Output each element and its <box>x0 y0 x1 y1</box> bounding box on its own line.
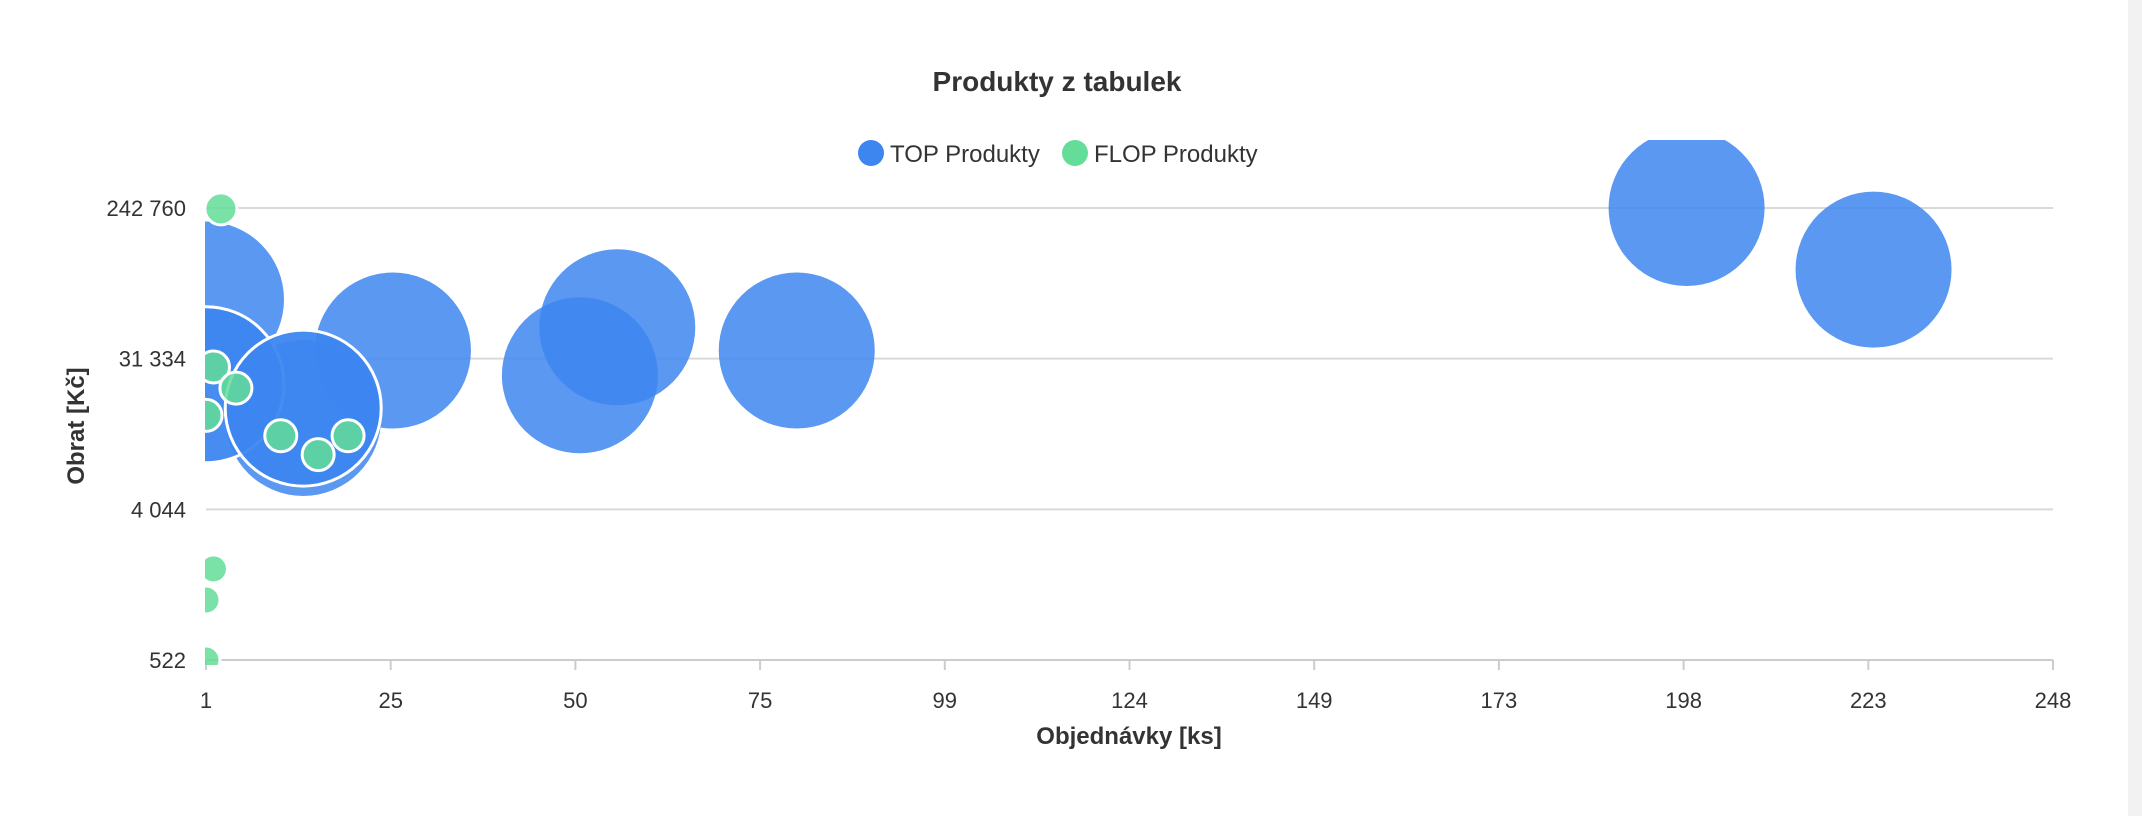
x-tick-label: 75 <box>748 688 772 713</box>
y-tick-label: 522 <box>149 648 186 673</box>
flop-product-bubble-6[interactable] <box>300 437 336 473</box>
flop-product-bubble-9[interactable] <box>192 644 222 674</box>
y-axis-ticks: 522 4 044 31 334 242 760 <box>106 196 186 673</box>
x-tick-label: 1 <box>200 688 212 713</box>
flop-product-bubble-3[interactable] <box>190 397 224 433</box>
flop-product-bubble-1[interactable] <box>197 349 231 385</box>
scrollbar-track[interactable] <box>2128 0 2142 816</box>
y-axis-title: Obrat [Kč] <box>63 367 90 484</box>
x-tick-label: 248 <box>2035 688 2072 713</box>
flop-product-bubble-8[interactable] <box>192 584 222 616</box>
x-tick-label: 50 <box>563 688 587 713</box>
x-axis: 1 25 50 75 99 124 149 173 198 223 248 <box>200 659 2072 713</box>
series-top-produkty <box>205 130 1952 496</box>
legend-label-top: TOP Produkty <box>890 141 1040 168</box>
y-tick-label: 4 044 <box>131 497 186 522</box>
top-product-bubble-5[interactable] <box>1608 130 1765 286</box>
legend-label-flop: FLOP Produkty <box>1094 141 1258 168</box>
legend-dot-top <box>858 140 884 166</box>
top-product-bubble-6[interactable] <box>1795 191 1952 348</box>
top-product-bubble-3[interactable] <box>539 249 696 406</box>
x-tick-label: 223 <box>1850 688 1887 713</box>
x-tick-label: 124 <box>1111 688 1148 713</box>
legend-item-flop[interactable]: FLOP Produkty <box>1062 140 1258 168</box>
x-tick-label: 198 <box>1665 688 1702 713</box>
series-flop-produkty <box>190 191 366 674</box>
flop-product-bubble-7[interactable] <box>199 553 229 585</box>
x-tick-label: 25 <box>378 688 402 713</box>
legend-dot-flop <box>1062 140 1088 166</box>
gridlines <box>206 207 2053 661</box>
top-product-bubble-4[interactable] <box>718 272 875 429</box>
flop-product-bubble-5[interactable] <box>330 418 366 454</box>
y-tick-label: 31 334 <box>119 347 186 372</box>
x-axis-title: Objednávky [ks] <box>1036 723 1221 750</box>
flop-product-bubble-2[interactable] <box>218 370 254 406</box>
chart-title: Produkty z tabulek <box>933 66 1182 97</box>
flop-product-bubble-4[interactable] <box>263 418 299 454</box>
x-tick-label: 99 <box>933 688 957 713</box>
x-tick-label: 149 <box>1296 688 1333 713</box>
y-tick-label: 242 760 <box>106 196 186 221</box>
legend: TOP Produkty FLOP Produkty <box>858 140 1258 168</box>
flop-product-bubble-0[interactable] <box>205 191 239 227</box>
x-tick-label: 173 <box>1481 688 1518 713</box>
plot-area <box>190 130 1952 674</box>
legend-item-top[interactable]: TOP Produkty <box>858 140 1040 168</box>
